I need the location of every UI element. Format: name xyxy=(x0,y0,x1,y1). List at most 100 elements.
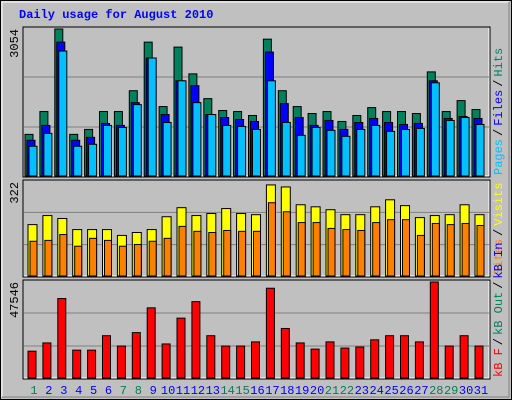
bar xyxy=(72,349,82,379)
bar xyxy=(370,339,380,379)
bar xyxy=(355,346,365,379)
bar xyxy=(178,225,187,277)
bar xyxy=(206,335,216,379)
bar xyxy=(371,124,381,177)
bar xyxy=(340,347,350,379)
bar xyxy=(89,237,98,277)
bar xyxy=(402,219,410,277)
bar xyxy=(431,222,440,277)
x-tick-label: 23 xyxy=(355,384,369,398)
bar xyxy=(236,345,246,379)
x-tick-label: 26 xyxy=(399,384,413,398)
bar xyxy=(311,126,321,177)
bar xyxy=(297,222,306,277)
bar xyxy=(43,132,53,177)
bar xyxy=(58,50,68,177)
y-tick-label: 47546 xyxy=(8,282,22,318)
bar xyxy=(372,222,381,277)
bar xyxy=(118,245,127,277)
x-tick-label: 15 xyxy=(235,384,249,398)
legend: kB F / kB Out / kB In xyxy=(492,243,506,377)
bar xyxy=(356,128,366,177)
legend-separator: / xyxy=(492,80,506,87)
bar xyxy=(327,227,336,277)
x-tick-label: 22 xyxy=(340,384,354,398)
bar xyxy=(221,345,231,379)
x-tick-label: 30 xyxy=(459,384,473,398)
x-tick-label: 31 xyxy=(474,384,488,398)
bar xyxy=(295,342,305,379)
legend-entry: Visits xyxy=(492,183,506,226)
bar xyxy=(222,124,232,177)
bar xyxy=(342,229,351,277)
x-tick-label: 3 xyxy=(60,384,67,398)
legend: Pages / Files / Hits xyxy=(492,48,506,175)
bar xyxy=(267,202,276,277)
x-tick-label: 7 xyxy=(120,384,127,398)
bar xyxy=(476,224,485,277)
bar xyxy=(459,335,469,379)
bar xyxy=(266,80,276,177)
bar xyxy=(416,234,425,277)
x-tick-label: 10 xyxy=(161,384,175,398)
bar xyxy=(281,121,291,177)
bar xyxy=(133,243,142,277)
bar xyxy=(117,126,127,177)
x-tick-label: 2 xyxy=(45,384,52,398)
bar xyxy=(57,298,67,379)
x-tick-label: 14 xyxy=(220,384,234,398)
bar xyxy=(312,222,321,277)
bar xyxy=(132,104,142,177)
x-tick-label: 16 xyxy=(250,384,264,398)
x-tick-label: 17 xyxy=(265,384,279,398)
bar xyxy=(400,335,409,379)
bar xyxy=(341,135,351,177)
bar xyxy=(176,317,186,379)
legend-entry: Pages xyxy=(492,139,506,175)
bar xyxy=(42,342,52,379)
x-tick-label: 6 xyxy=(105,384,112,398)
bar xyxy=(474,345,484,379)
bar xyxy=(29,240,38,277)
bar xyxy=(252,128,261,177)
bar xyxy=(163,237,172,277)
x-tick-label: 18 xyxy=(280,384,294,398)
bar xyxy=(429,281,439,379)
bar xyxy=(177,80,187,177)
bar xyxy=(444,345,454,379)
bar xyxy=(162,121,172,177)
legend: Sites / Visits xyxy=(492,183,506,275)
bar xyxy=(446,224,455,277)
bar xyxy=(401,128,410,177)
bar xyxy=(251,341,260,379)
bar xyxy=(414,341,424,379)
bar xyxy=(386,130,396,177)
legend-entry: Hits xyxy=(492,48,506,77)
x-tick-label: 12 xyxy=(191,384,205,398)
bar xyxy=(460,117,470,177)
bar xyxy=(148,240,157,277)
x-tick-label: 21 xyxy=(325,384,339,398)
x-tick-label: 11 xyxy=(176,384,190,398)
bar xyxy=(192,102,202,177)
chart-title: Daily usage for August 2010 xyxy=(19,8,213,22)
x-tick-label: 1 xyxy=(30,384,37,398)
bar xyxy=(223,229,232,277)
bar xyxy=(265,287,275,379)
bar xyxy=(44,239,53,277)
legend-separator: / xyxy=(492,338,506,345)
bar xyxy=(131,332,141,379)
x-tick-label: 25 xyxy=(384,384,398,398)
bar xyxy=(59,234,68,277)
legend-entry: Sites xyxy=(492,239,506,275)
bar xyxy=(116,345,126,379)
bar xyxy=(28,145,38,177)
legend-entry: kB Out xyxy=(492,292,506,335)
bar xyxy=(104,239,112,277)
bar xyxy=(73,145,83,177)
bar xyxy=(296,134,306,177)
bar xyxy=(280,327,290,379)
bar xyxy=(74,245,83,277)
